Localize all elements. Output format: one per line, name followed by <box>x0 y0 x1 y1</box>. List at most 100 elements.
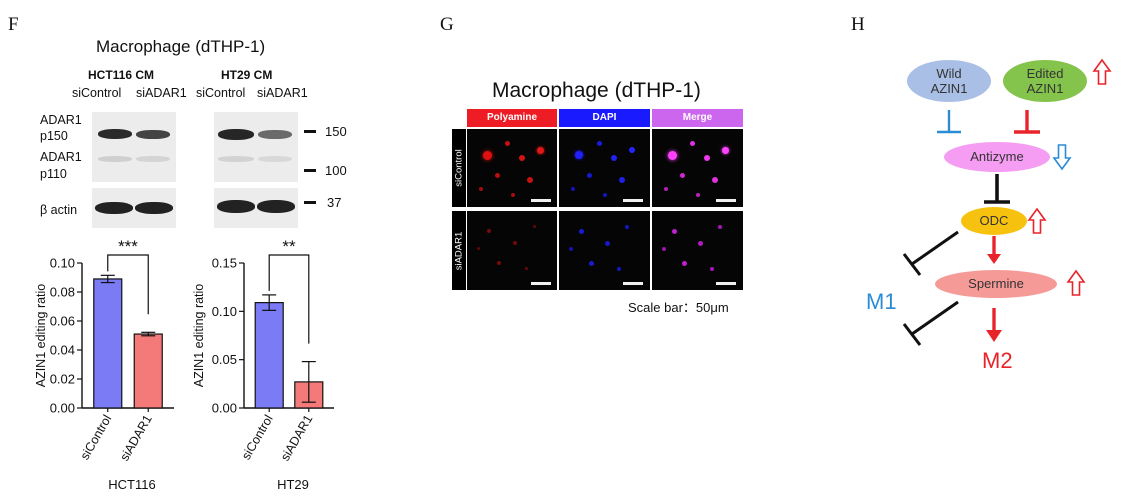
marker-tick <box>304 169 316 172</box>
marker-tick <box>304 201 316 204</box>
blot-band-faint <box>98 156 132 162</box>
cell-signal <box>479 187 483 191</box>
cell-signal <box>537 147 544 154</box>
bar <box>254 302 284 409</box>
y-tick-label: 0.08 <box>50 285 75 300</box>
cell-signal <box>603 193 607 197</box>
cell-signal <box>696 193 700 197</box>
inhibit-edited-antizyme <box>1014 110 1040 134</box>
significance-bracket <box>268 254 310 344</box>
blot-band-faint <box>258 156 292 162</box>
panel-f-title: Macrophage (dTHP-1) <box>96 37 266 56</box>
cell-signal <box>579 229 584 234</box>
cell-signal <box>505 141 510 146</box>
blot-band <box>135 202 173 214</box>
panel-h-letter: H <box>851 14 865 35</box>
cell-signal <box>617 267 621 271</box>
cell-signal <box>682 261 687 266</box>
arrow-spermine-m2 <box>986 308 1002 342</box>
x-tick-label: siControl <box>239 413 276 463</box>
cell-signal <box>629 147 635 153</box>
y-tick-label: 0.00 <box>212 401 237 416</box>
cell-signal <box>672 229 677 234</box>
node-antizyme: Antizyme <box>944 142 1050 172</box>
node-odc: ODC <box>961 207 1027 235</box>
bar <box>93 278 123 409</box>
blot-band <box>257 200 295 213</box>
up-arrow-icon <box>1066 269 1086 296</box>
x-axis-title: HT29 <box>277 477 309 492</box>
marker-label: 37 <box>327 195 342 210</box>
significance-bracket <box>107 254 149 315</box>
cell-signal <box>710 267 714 271</box>
node-spermine: Spermine <box>935 270 1057 298</box>
cell-signal <box>668 151 677 160</box>
blot-adar1-ht29 <box>214 112 298 182</box>
panel-g-title: Macrophage (dTHP-1) <box>492 79 701 102</box>
cell-signal <box>513 241 517 245</box>
marker-label: 150 <box>325 124 347 139</box>
x-tick-label: siADAR1 <box>278 412 316 463</box>
down-arrow-icon <box>1052 144 1072 171</box>
row-label-siadar1: siADAR1 <box>452 211 466 290</box>
cell-signal <box>487 229 491 233</box>
blot-actin-hct116 <box>92 188 176 228</box>
micrograph-merge-siadar1 <box>652 211 743 290</box>
up-arrow-icon <box>1027 207 1047 234</box>
cell-signal <box>527 177 533 183</box>
blot-band-faint <box>136 156 170 162</box>
cell-signal <box>575 151 583 159</box>
scale-bar <box>531 199 551 202</box>
blot-band <box>217 200 255 213</box>
bar <box>133 333 163 409</box>
blot-row-label: ADAR1 <box>40 150 82 164</box>
cell-signal <box>605 241 610 246</box>
blot-row-label: ADAR1 <box>40 113 82 127</box>
cell-signal <box>718 225 722 229</box>
blot-lane-label: siADAR1 <box>136 86 187 100</box>
cell-signal <box>597 141 602 146</box>
cell-signal <box>497 261 501 265</box>
cell-signal <box>680 173 685 178</box>
cell-signal <box>533 225 536 228</box>
blot-band <box>136 130 170 139</box>
inhibit-antizyme-odc <box>984 174 1010 204</box>
micrograph-dapi-siadar1 <box>559 211 650 290</box>
cell-signal <box>704 155 710 161</box>
y-tick-label: 0.10 <box>50 256 75 271</box>
scale-bar <box>716 199 736 202</box>
blot-lane-label: siADAR1 <box>257 86 308 100</box>
cell-signal <box>690 141 695 146</box>
blot-adar1-hct116 <box>92 112 176 182</box>
label-m1: M1 <box>866 289 897 314</box>
cell-signal <box>571 187 575 191</box>
blot-group-ht29: HT29 CM <box>221 68 273 82</box>
y-tick-label: 0.06 <box>50 314 75 329</box>
cell-signal <box>712 177 718 183</box>
inhibit-odc-m1 <box>902 230 959 276</box>
y-tick-label: 0.02 <box>50 372 75 387</box>
y-tick-label: 0.15 <box>212 256 237 271</box>
panel-f-letter: F <box>8 14 19 35</box>
x-axis-title: HCT116 <box>108 477 155 492</box>
cell-signal <box>483 151 492 160</box>
x-tick-label: siControl <box>78 413 115 463</box>
pathway-diagram <box>902 58 1112 346</box>
panel-g-letter: G <box>440 14 454 35</box>
scale-bar <box>531 282 551 285</box>
micrograph-polyamine-siadar1 <box>467 211 557 290</box>
blot-lane-label: siControl <box>72 86 122 100</box>
cell-signal <box>587 173 592 178</box>
cell-signal <box>722 147 729 154</box>
micrograph-polyamine-sicontrol <box>467 129 557 207</box>
scale-bar-caption: Scale bar：50μm <box>628 300 729 315</box>
x-tick-label: siADAR1 <box>117 412 155 463</box>
blot-actin-ht29 <box>214 188 298 228</box>
cell-signal <box>511 193 515 197</box>
cell-signal <box>619 177 625 183</box>
blot-lane-label: siControl <box>196 86 246 100</box>
cell-signal <box>698 241 703 246</box>
blot-row-label: p150 <box>40 129 68 143</box>
cell-signal <box>625 225 629 229</box>
